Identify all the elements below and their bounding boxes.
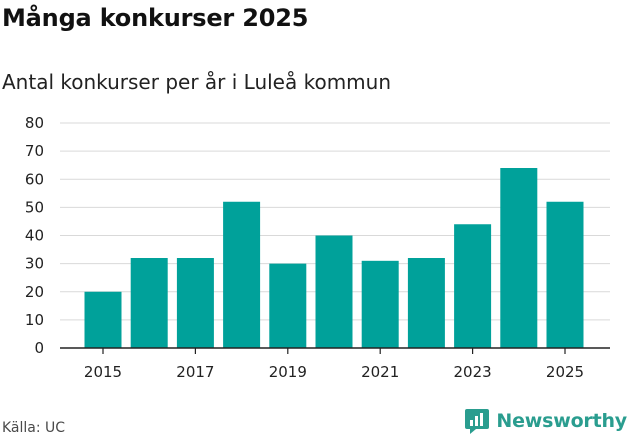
bar-2023[interactable] [454, 224, 492, 348]
y-tick-label: 40 [25, 227, 44, 245]
x-tick-label: 2021 [361, 363, 399, 381]
source-note: Källa: UC [2, 420, 66, 436]
newsworthy-logo-icon [465, 409, 490, 434]
y-tick-label: 70 [25, 142, 44, 160]
bar-2019[interactable] [269, 263, 307, 348]
bar-2024[interactable] [500, 168, 538, 348]
x-tick-label: 2023 [454, 363, 492, 381]
axis-layer [60, 347, 610, 354]
x-tick-label: 2019 [269, 363, 307, 381]
bar-2017[interactable] [176, 258, 214, 348]
chart-subtitle: Antal konkurser per år i Luleå kommun [2, 70, 392, 94]
y-tick-label: 80 [25, 114, 44, 132]
bar-2015[interactable] [84, 291, 122, 348]
y-tick-label: 10 [25, 311, 44, 329]
label-layer: 0 10 20 30 40 50 60 70 80 2015 2017 2019 2021 2023 202… [25, 114, 584, 381]
x-tick-label: 2025 [546, 363, 584, 381]
chart-title: Många konkurser 2025 [2, 4, 309, 32]
bar-2021[interactable] [361, 260, 399, 348]
bar-2022[interactable] [407, 258, 445, 348]
y-tick-label: 50 [25, 198, 44, 216]
x-tick-label: 2015 [84, 363, 122, 381]
bar-2016[interactable] [130, 258, 168, 348]
y-tick-label: 30 [25, 255, 44, 273]
y-tick-label: 0 [34, 339, 44, 357]
bar-2020[interactable] [315, 235, 353, 349]
bar-layer [84, 168, 584, 349]
y-tick-label: 60 [25, 170, 44, 188]
x-tick-label: 2017 [176, 363, 214, 381]
y-tick-label: 20 [25, 283, 44, 301]
bar-2025[interactable] [546, 201, 584, 348]
brand-name: Newsworthy [496, 410, 627, 432]
brand-logo[interactable]: Newsworthy [464, 408, 627, 434]
bar-2018[interactable] [223, 201, 261, 348]
